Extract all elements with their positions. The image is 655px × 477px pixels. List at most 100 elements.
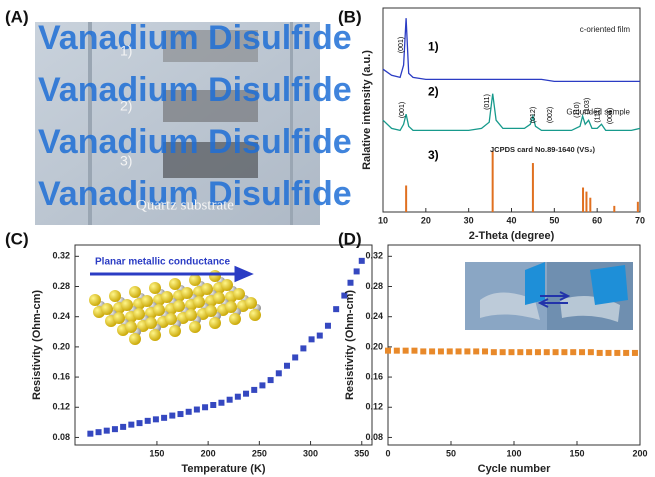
data-point	[597, 350, 603, 356]
data-point	[333, 306, 339, 312]
atom-sulfur	[149, 329, 161, 341]
peak-label: (001)	[399, 102, 406, 118]
series-label: 1)	[428, 39, 439, 53]
y-tick-label: 0.24	[365, 311, 383, 321]
y-tick-label: 0.24	[52, 311, 70, 321]
data-point	[403, 348, 409, 354]
data-point	[325, 323, 331, 329]
atom-sulfur	[185, 309, 197, 321]
peak-label: (110)	[574, 102, 581, 118]
legend-label: JCPDS card No.89-1640 (VS₂)	[490, 145, 596, 154]
x-tick-label: 10	[378, 215, 388, 225]
data-point	[268, 377, 274, 383]
data-point	[473, 348, 479, 354]
x-tick-label: 150	[149, 448, 164, 458]
data-point	[456, 348, 462, 354]
data-point	[526, 349, 532, 355]
atom-sulfur	[169, 278, 181, 290]
atom-sulfur	[161, 291, 173, 303]
data-point	[202, 404, 208, 410]
inset-glove	[590, 265, 628, 305]
data-point	[259, 382, 265, 388]
y-tick-label: 0.32	[52, 251, 70, 261]
data-point	[553, 349, 559, 355]
atom-sulfur	[245, 297, 257, 309]
y-tick-label: 0.28	[52, 281, 70, 291]
data-point	[300, 345, 306, 351]
data-point	[112, 426, 118, 432]
data-point	[438, 348, 444, 354]
data-point	[194, 407, 200, 413]
x-tick-label: 0	[385, 448, 390, 458]
data-point	[561, 349, 567, 355]
atom-sulfur	[109, 290, 121, 302]
data-point	[309, 336, 315, 342]
x-tick-label: 40	[506, 215, 516, 225]
data-point	[218, 400, 224, 406]
data-point	[137, 420, 143, 426]
y-axis-title: Resistivity (Ohm-cm)	[344, 290, 356, 400]
atom-sulfur	[229, 313, 241, 325]
x-tick-label: 60	[592, 215, 602, 225]
y-tick-label: 0.12	[52, 402, 70, 412]
watermark-text: Vanadium Disulfide	[38, 19, 352, 57]
y-tick-label: 0.16	[365, 371, 383, 381]
data-point	[87, 431, 93, 437]
panel-label: (C)	[5, 229, 29, 248]
data-point	[186, 409, 192, 415]
data-point	[491, 349, 497, 355]
data-point	[570, 349, 576, 355]
series-label: 2)	[428, 84, 439, 98]
atom-sulfur	[141, 295, 153, 307]
data-point	[606, 350, 612, 356]
data-point	[235, 394, 241, 400]
data-point	[227, 397, 233, 403]
atom-sulfur	[173, 300, 185, 312]
atom-sulfur	[201, 283, 213, 295]
atom-sulfur	[113, 312, 125, 324]
data-point	[359, 258, 365, 264]
watermark-text: Vanadium Disulfide	[38, 71, 352, 109]
data-point	[251, 387, 257, 393]
data-point	[96, 429, 102, 435]
atom-sulfur	[189, 274, 201, 286]
data-point	[482, 348, 488, 354]
peak-label: (111)	[594, 107, 601, 122]
y-axis-title: Ralative intensity (a.u.)	[361, 50, 373, 170]
atom-sulfur	[149, 282, 161, 294]
atom-sulfur	[189, 321, 201, 333]
data-point	[623, 350, 629, 356]
data-point	[104, 428, 110, 434]
atom-sulfur	[181, 287, 193, 299]
data-point	[210, 402, 216, 408]
peak-label: (103)	[584, 98, 591, 114]
atom-sulfur	[133, 308, 145, 320]
peak-label: (012)	[530, 107, 537, 123]
data-point	[447, 348, 453, 354]
data-point	[317, 333, 323, 339]
annotation-arrow	[90, 268, 250, 280]
x-tick-label: 20	[421, 215, 431, 225]
data-point	[544, 349, 550, 355]
x-axis-title: Cycle number	[478, 463, 551, 475]
panel-label: (B)	[338, 7, 362, 26]
data-point	[243, 391, 249, 397]
x-axis-title: Temperature (K)	[181, 463, 265, 475]
substrate-label: Quartz substrate	[136, 197, 234, 213]
atom-sulfur	[145, 317, 157, 329]
atom-sulfur	[125, 321, 137, 333]
data-point	[145, 418, 151, 424]
data-point	[614, 350, 620, 356]
atom-sulfur	[169, 325, 181, 337]
x-tick-label: 50	[446, 448, 456, 458]
x-tick-label: 350	[354, 448, 369, 458]
x-tick-label: 250	[252, 448, 267, 458]
panel-label: (D)	[338, 229, 362, 248]
x-tick-label: 200	[201, 448, 216, 458]
data-point	[579, 349, 585, 355]
data-point	[161, 415, 167, 421]
data-point	[517, 349, 523, 355]
data-point	[535, 349, 541, 355]
data-point	[354, 268, 360, 274]
y-tick-label: 0.08	[52, 432, 70, 442]
